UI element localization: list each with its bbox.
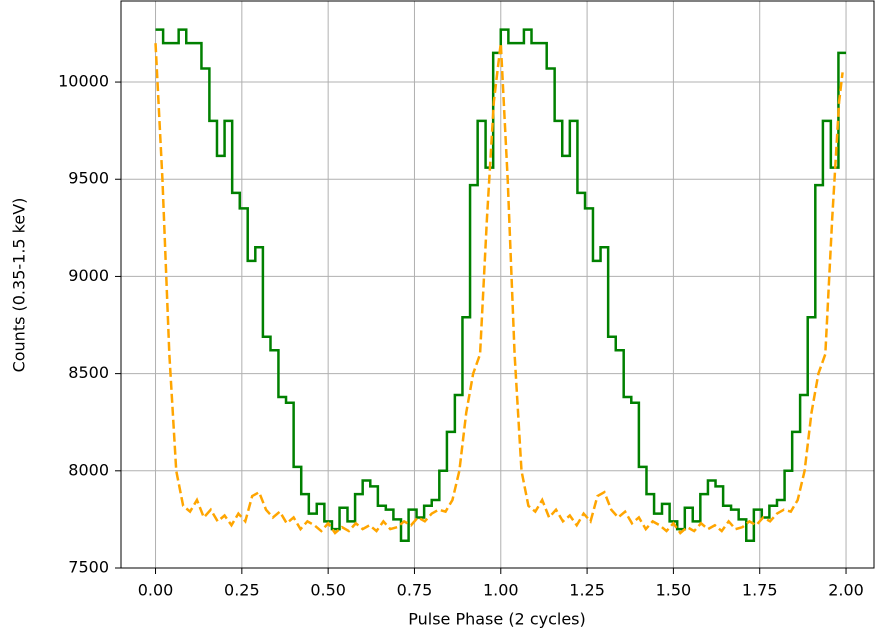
y-tick-label: 10000 <box>58 72 109 91</box>
x-tick-label: 1.75 <box>742 581 778 600</box>
x-tick-label: 1.25 <box>569 581 605 600</box>
y-axis-label: Counts (0.35-1.5 keV) <box>10 198 29 373</box>
series-line <box>154 43 844 535</box>
y-tick-label: 9500 <box>68 169 109 188</box>
x-tick-label: 0.00 <box>138 581 174 600</box>
y-tick-label: 8500 <box>68 363 109 382</box>
x-tick-label: 0.50 <box>310 581 346 600</box>
series-line <box>155 28 847 543</box>
axes-frame <box>120 0 875 569</box>
x-tick-label: 0.75 <box>397 581 433 600</box>
x-tick-label: 1.50 <box>656 581 692 600</box>
grid-layer <box>121 1 874 569</box>
x-tick-label: 2.00 <box>828 581 864 600</box>
y-tick-label: 8000 <box>68 460 109 479</box>
x-tick-label: 0.25 <box>224 581 260 600</box>
y-tick-label: 7500 <box>68 558 109 577</box>
lines-layer <box>154 28 847 543</box>
y-tick-label: 9000 <box>68 266 109 285</box>
x-axis-label: Pulse Phase (2 cycles) <box>408 610 586 629</box>
x-tick-label: 1.00 <box>483 581 519 600</box>
